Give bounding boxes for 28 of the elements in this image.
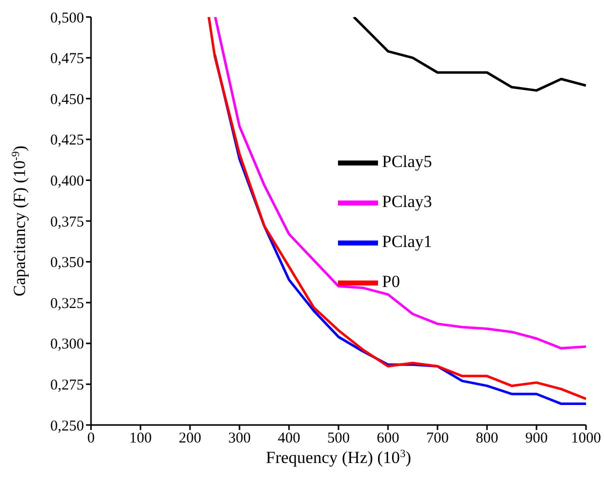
x-tick-label: 600 [376,430,400,447]
legend-label: P0 [382,272,400,291]
legend-label: PClay1 [382,232,432,251]
x-tick-label: 500 [327,430,350,447]
legend-label: PClay3 [382,192,432,211]
y-tick-label: 0,425 [50,132,84,149]
x-axis-title: Frequency (Hz) (10$^{3}$) [266,448,412,467]
x-tick-label: 100 [129,430,152,447]
y-tick-label: 0,250 [50,418,84,434]
line-series [352,17,586,92]
x-tick-label: 400 [278,430,300,447]
y-tick-label: 0,375 [50,214,84,230]
x-tick-label: 1000 [571,430,601,447]
x-tick-label: 200 [178,430,202,447]
y-tick-label: 0,475 [50,51,84,68]
y-tick-label: 0,400 [50,174,84,190]
y-tick-label: 0,450 [50,92,84,108]
x-tick-label: 0 [87,430,95,447]
x-tick-label: 900 [525,430,548,447]
x-tick-label: 700 [426,430,449,447]
y-tick-label: 0,325 [50,296,84,312]
x-tick-label: 300 [228,430,251,447]
x-tick-label: 800 [476,430,498,447]
y-tick-label: 0,500 [50,10,84,26]
y-tick-label: 0,300 [50,336,84,353]
y-tick-label: 0,275 [50,378,84,394]
legend-label: PClay5 [382,152,432,171]
y-tick-label: 0,350 [50,255,84,272]
